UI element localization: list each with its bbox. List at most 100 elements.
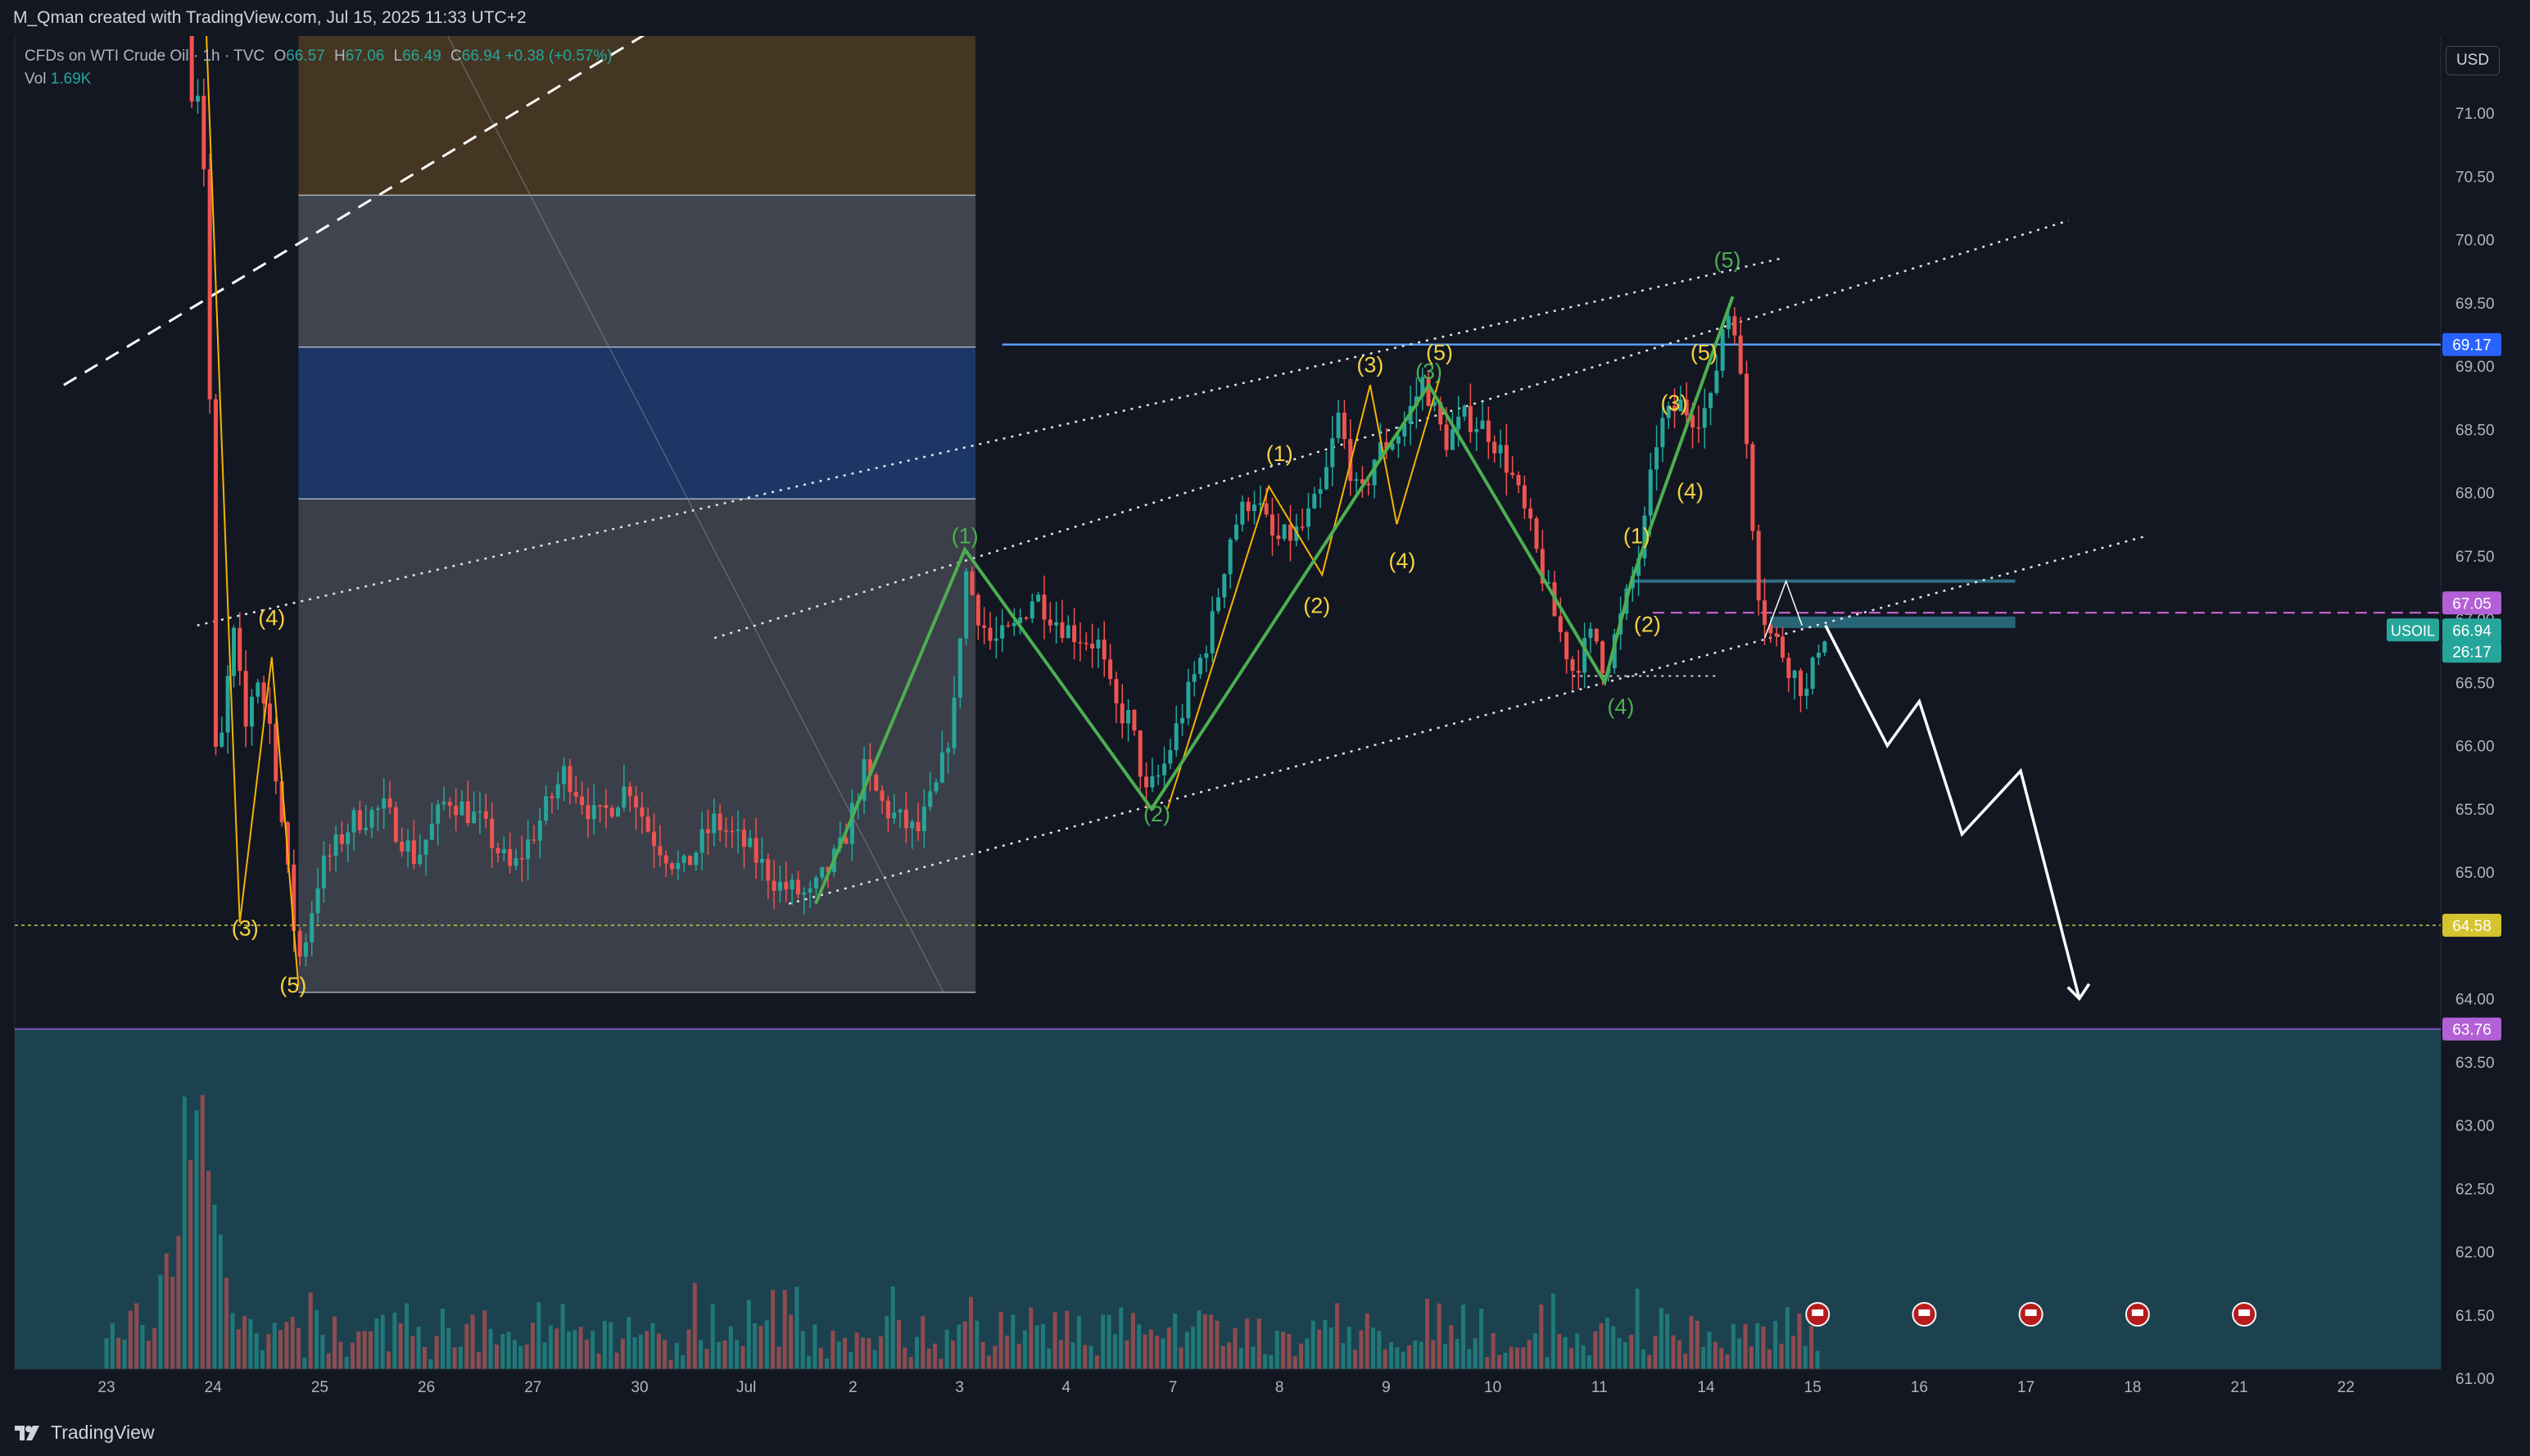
volume-bar [464, 1323, 469, 1369]
candle-body [490, 818, 495, 848]
candle-body [640, 807, 645, 817]
legend-high: 67.06 [345, 47, 385, 65]
volume-bar [758, 1326, 763, 1369]
volume-bar [1202, 1314, 1207, 1369]
candle-body [1720, 329, 1725, 371]
candle-body [730, 830, 735, 833]
candle-body [892, 812, 897, 819]
legend-symbol[interactable]: CFDs on WTI Crude Oil · 1h · TVC [25, 47, 265, 65]
volume-bar [404, 1303, 409, 1369]
candle-body [207, 169, 212, 400]
candle-body [1072, 625, 1077, 643]
volume-bar [1815, 1350, 1820, 1369]
tradingview-brand[interactable]: TradingView [15, 1422, 155, 1444]
candle-body [249, 696, 254, 727]
volume-bar [740, 1345, 745, 1369]
candle-body [586, 805, 591, 820]
candle-body [514, 858, 518, 866]
volume-bar [1353, 1350, 1358, 1369]
candle-body [1156, 775, 1161, 777]
volume-bar [890, 1286, 895, 1369]
volume-bar [242, 1316, 247, 1369]
candle-body [526, 839, 531, 860]
candle-body [1354, 479, 1359, 482]
volume-bar [1425, 1299, 1430, 1369]
time-tick-19: 18 [2124, 1379, 2141, 1396]
candle-body [723, 830, 728, 832]
volume-bar [722, 1341, 727, 1369]
candle-body [982, 625, 987, 628]
volume-bar [1029, 1307, 1034, 1369]
volume-bar [998, 1311, 1003, 1369]
candle-body [243, 671, 248, 727]
currency-button[interactable]: USD [2446, 46, 2500, 75]
candle-body [1672, 405, 1677, 412]
price-tick-2: 70.00 [2455, 233, 2495, 250]
candle-body [1294, 526, 1299, 541]
candle-body [952, 697, 957, 748]
volume-bar [1767, 1349, 1772, 1369]
volume-bar [260, 1350, 265, 1369]
candle-body [898, 809, 903, 813]
volume-bar [218, 1234, 223, 1369]
yellow-wave-path-1 [206, 36, 300, 987]
volume-bar [921, 1315, 926, 1369]
candle-body [441, 802, 446, 805]
current-price-label: 66.94 [2452, 622, 2492, 640]
candle-body [1396, 436, 1401, 444]
volume-bar [944, 1329, 949, 1369]
candle-body [238, 627, 242, 671]
candle-body [880, 790, 885, 801]
volume-bar [854, 1332, 859, 1369]
candle-body [1318, 489, 1323, 495]
price-chart[interactable]: (1)(2)(3)(4)(5)(3)(4)(5)(1)(2)(3)(4)(5)(… [0, 36, 2530, 1410]
time-tick-21: 22 [2338, 1379, 2355, 1396]
candle-body [1522, 485, 1527, 509]
candle-body [213, 399, 218, 747]
calendar-event-icon[interactable] [1805, 1302, 1831, 1327]
candle-body [903, 809, 908, 829]
volume-bar [782, 1290, 787, 1369]
volume-bar [1755, 1323, 1760, 1369]
legend-vol-label: Vol [25, 70, 47, 88]
volume-bar [614, 1352, 619, 1369]
volume-bar [968, 1296, 973, 1369]
candle-body [201, 95, 206, 170]
level-67-badge [2442, 591, 2501, 615]
calendar-event-icon[interactable] [1912, 1302, 1937, 1327]
candle-body [1798, 670, 1803, 696]
volume-bar [351, 1342, 355, 1369]
candle-body [910, 821, 915, 829]
calendar-event-icon[interactable] [2125, 1302, 2150, 1327]
volume-bar [194, 1110, 199, 1369]
wave-label-green-4: (5) [1714, 247, 1741, 272]
volume-bar [554, 1328, 559, 1369]
volume-bar [1478, 1309, 1483, 1369]
volume-bar [932, 1343, 937, 1369]
candle-body [382, 798, 387, 809]
candle-body [748, 838, 753, 848]
volume-bar [735, 1340, 740, 1369]
volume-bar [980, 1341, 985, 1369]
candle-body [1540, 549, 1545, 584]
volume-bar [446, 1327, 451, 1369]
volume-bar [1166, 1327, 1171, 1369]
volume-bar [1803, 1345, 1808, 1369]
candle-body [820, 866, 825, 878]
calendar-event-icon[interactable] [2018, 1302, 2043, 1327]
legend-vol: 1.69K [50, 70, 92, 88]
candle-body [1738, 335, 1743, 374]
candle-body [267, 703, 272, 724]
candle-body [921, 807, 926, 832]
wave-label-yellow-4: (2) [1303, 593, 1330, 617]
candle-body [663, 855, 668, 864]
target-zone-box [298, 36, 976, 196]
candle-body [939, 752, 944, 783]
volume-bar [254, 1332, 259, 1369]
volume-bar [1245, 1318, 1250, 1369]
price-tick-19: 61.00 [2455, 1371, 2495, 1388]
price-tick-18: 61.50 [2455, 1308, 2495, 1325]
volume-bar [1083, 1345, 1088, 1369]
calendar-event-icon[interactable] [2232, 1302, 2257, 1327]
event-flag-stripe [1812, 1309, 1824, 1316]
